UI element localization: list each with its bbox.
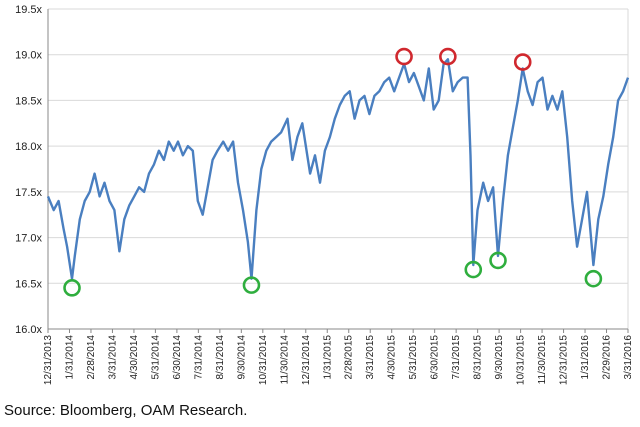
x-tick-label: 1/31/2015: [322, 335, 333, 380]
chart-annotations: [63, 47, 603, 297]
x-tick-label: 2/29/2016: [602, 335, 613, 380]
x-tick-label: 12/31/2015: [559, 335, 570, 385]
trough-marker-circle: [464, 260, 483, 279]
source-note: Source: Bloomberg, OAM Research.: [4, 402, 248, 419]
peak-marker-circle: [395, 47, 413, 66]
chart-series: [46, 58, 630, 280]
y-tick-label: 18.5x: [15, 95, 42, 107]
x-axis-tick-labels: 12/31/2013 1/31/2014 2/28/2014 3/31/2014 4/3…: [43, 335, 634, 385]
x-tick-label: 12/31/2013: [43, 335, 54, 385]
y-axis-tick-labels: 16.0x 16.5x 17.0x 17.5x 18.0x 18.5x 19.0x 19.5x: [15, 4, 42, 336]
x-tick-label: 5/31/2014: [150, 335, 161, 380]
x-tick-label: 8/31/2015: [473, 335, 484, 380]
x-tick-label: 8/31/2014: [215, 335, 226, 380]
x-tick-label: 11/30/2015: [537, 335, 548, 385]
x-tick-label: 10/31/2015: [516, 335, 527, 385]
x-tick-label: 7/31/2015: [451, 335, 462, 380]
series-line: [46, 58, 630, 280]
x-tick-label: 3/31/2014: [107, 335, 118, 380]
x-tick-label: 3/31/2016: [623, 335, 634, 380]
x-tick-label: 6/30/2014: [172, 335, 183, 380]
x-tick-label: 9/30/2015: [494, 335, 505, 380]
x-tick-label: 3/31/2015: [365, 335, 376, 380]
x-tick-label: 2/28/2014: [86, 335, 97, 380]
y-tick-label: 16.0x: [15, 324, 42, 336]
peak-marker-circle: [513, 53, 532, 71]
x-tick-label: 4/30/2015: [387, 335, 398, 380]
y-tick-label: 16.5x: [15, 278, 42, 290]
x-tick-label: 10/31/2014: [258, 335, 269, 385]
y-tick-label: 18.0x: [15, 141, 42, 153]
x-tick-label: 1/31/2016: [580, 335, 591, 380]
trough-marker-circle: [242, 276, 261, 294]
x-tick-label: 4/30/2014: [129, 335, 140, 380]
x-tick-label: 6/30/2015: [430, 335, 441, 380]
trough-marker-circle: [584, 269, 603, 288]
x-tick-label: 11/30/2014: [279, 335, 290, 385]
y-tick-label: 17.5x: [15, 187, 42, 199]
y-tick-label: 19.5x: [15, 4, 42, 16]
chart-gridlines: [48, 8, 628, 330]
x-axis: [47, 9, 629, 333]
x-tick-label: 1/31/2014: [64, 335, 75, 380]
x-tick-label: 5/31/2015: [408, 335, 419, 380]
valuation-line-chart: 16.0x 16.5x 17.0x 17.5x 18.0x 18.5x 19.0x 19.5x…: [15, 4, 634, 385]
x-tick-label: 12/31/2014: [301, 335, 312, 385]
x-tick-label: 9/30/2014: [236, 335, 247, 380]
trough-marker-circle: [63, 279, 81, 297]
trough-marker-circle: [489, 251, 507, 270]
y-tick-label: 17.0x: [15, 233, 42, 245]
x-tick-label: 2/28/2015: [344, 335, 355, 380]
x-tick-label: 7/31/2014: [193, 335, 204, 380]
y-tick-label: 19.0x: [15, 50, 42, 62]
peak-marker-circle: [439, 47, 457, 66]
